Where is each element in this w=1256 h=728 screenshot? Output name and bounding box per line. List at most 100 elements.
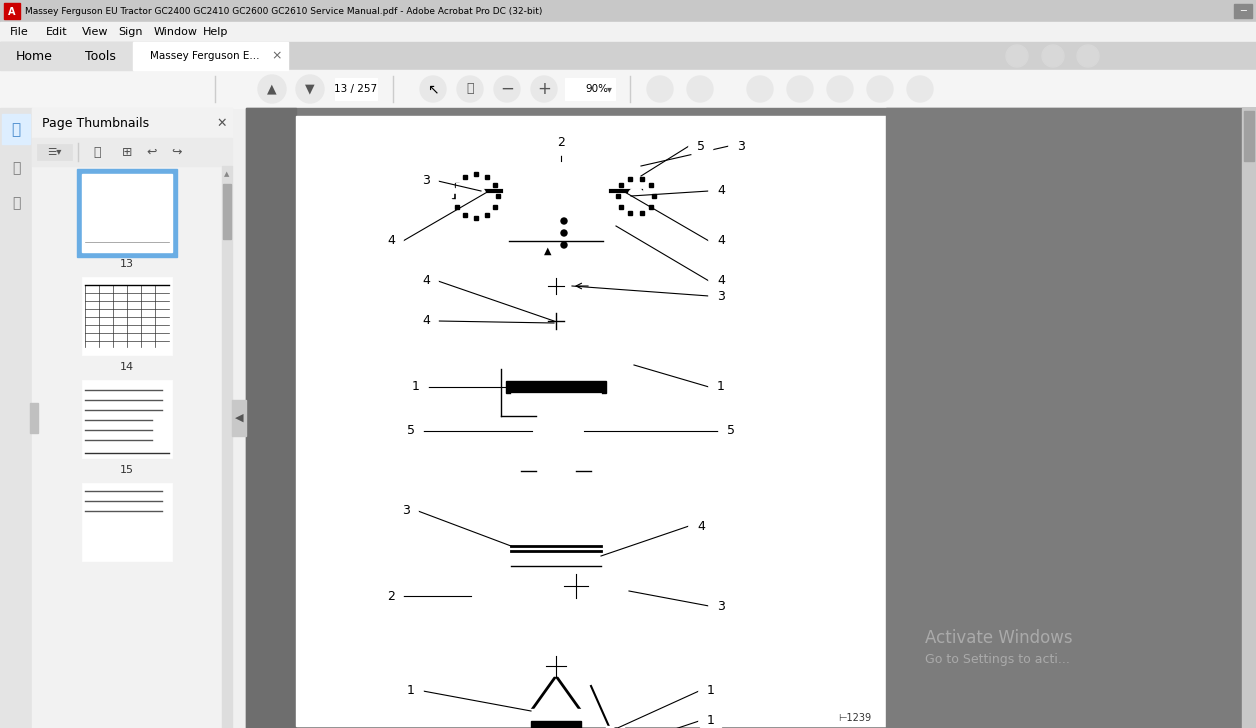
- Bar: [485, 213, 489, 217]
- Text: 1: 1: [717, 381, 725, 394]
- Bar: [31, 108, 232, 728]
- Bar: [222, 166, 232, 728]
- Circle shape: [647, 76, 673, 102]
- Bar: [471, 541, 491, 596]
- Circle shape: [561, 242, 566, 248]
- Text: 2: 2: [387, 590, 394, 603]
- Circle shape: [564, 574, 588, 598]
- Circle shape: [544, 459, 568, 483]
- Bar: [639, 211, 643, 215]
- Text: 4: 4: [717, 234, 725, 248]
- Circle shape: [453, 174, 497, 218]
- Circle shape: [143, 205, 151, 213]
- Circle shape: [708, 375, 734, 399]
- Circle shape: [106, 182, 113, 190]
- Circle shape: [548, 313, 564, 329]
- Circle shape: [1042, 45, 1064, 67]
- Text: 1: 1: [707, 684, 715, 697]
- Bar: [0, 42, 68, 70]
- Bar: [0, 0, 1256, 22]
- Text: 4: 4: [717, 274, 725, 288]
- Bar: [1243, 111, 1253, 161]
- Circle shape: [618, 178, 654, 214]
- Bar: [3, 114, 30, 144]
- Bar: [615, 194, 620, 198]
- Circle shape: [379, 229, 403, 253]
- Circle shape: [531, 76, 556, 102]
- Circle shape: [1076, 45, 1099, 67]
- Circle shape: [728, 134, 754, 158]
- Text: 14: 14: [119, 362, 134, 372]
- Bar: [885, 108, 1256, 728]
- Text: ☰▾: ☰▾: [46, 147, 62, 157]
- Bar: [474, 172, 479, 176]
- Text: 3: 3: [402, 505, 409, 518]
- Bar: [78, 76, 106, 102]
- Bar: [1242, 108, 1256, 728]
- Bar: [0, 22, 1256, 42]
- Circle shape: [708, 594, 734, 618]
- Text: ×: ×: [271, 50, 283, 63]
- Bar: [624, 356, 634, 374]
- Text: 13: 13: [121, 259, 134, 269]
- Circle shape: [141, 225, 149, 233]
- Bar: [4, 3, 20, 19]
- Bar: [30, 403, 38, 433]
- Circle shape: [494, 76, 520, 102]
- Circle shape: [718, 419, 744, 443]
- Bar: [471, 591, 526, 611]
- Circle shape: [708, 284, 734, 308]
- Circle shape: [605, 581, 625, 601]
- Bar: [521, 709, 546, 717]
- Bar: [31, 108, 232, 138]
- Circle shape: [708, 269, 734, 293]
- Bar: [41, 76, 69, 102]
- Circle shape: [141, 182, 149, 190]
- Circle shape: [548, 278, 564, 294]
- Circle shape: [379, 584, 403, 608]
- Bar: [4, 189, 28, 215]
- Bar: [4, 116, 28, 142]
- Bar: [82, 380, 172, 458]
- Circle shape: [533, 425, 544, 437]
- Bar: [544, 631, 568, 661]
- Bar: [511, 536, 602, 626]
- Bar: [628, 177, 633, 181]
- Text: 🔖: 🔖: [11, 161, 20, 175]
- Bar: [4, 154, 28, 180]
- Bar: [506, 381, 605, 393]
- Text: 4: 4: [387, 234, 394, 248]
- Text: ▲: ▲: [268, 82, 276, 95]
- Bar: [639, 177, 643, 181]
- Bar: [619, 205, 623, 209]
- Circle shape: [708, 229, 734, 253]
- Text: 3: 3: [717, 290, 725, 303]
- Text: Tools: Tools: [84, 50, 116, 63]
- Bar: [4, 259, 28, 285]
- Bar: [463, 175, 467, 179]
- Text: 4: 4: [717, 184, 725, 197]
- Text: ✋: ✋: [466, 82, 474, 95]
- Text: 90%: 90%: [585, 84, 608, 94]
- Circle shape: [106, 225, 113, 233]
- Text: ▾: ▾: [607, 84, 612, 94]
- Text: 1: 1: [407, 684, 414, 697]
- Circle shape: [700, 709, 723, 728]
- Circle shape: [420, 76, 446, 102]
- Bar: [602, 551, 629, 606]
- Text: ⊞: ⊞: [122, 146, 132, 159]
- Text: 4: 4: [422, 274, 430, 288]
- Circle shape: [546, 656, 566, 676]
- Text: 🗑: 🗑: [93, 146, 100, 159]
- Circle shape: [788, 76, 813, 102]
- Text: 2: 2: [558, 136, 565, 149]
- Text: 13 / 257: 13 / 257: [334, 84, 378, 94]
- Text: 4: 4: [422, 314, 430, 328]
- Circle shape: [826, 76, 853, 102]
- Text: 5: 5: [407, 424, 414, 438]
- Bar: [485, 175, 489, 179]
- Bar: [1233, 4, 1252, 18]
- Bar: [597, 365, 624, 377]
- Bar: [31, 138, 232, 166]
- Text: ↪: ↪: [172, 146, 182, 159]
